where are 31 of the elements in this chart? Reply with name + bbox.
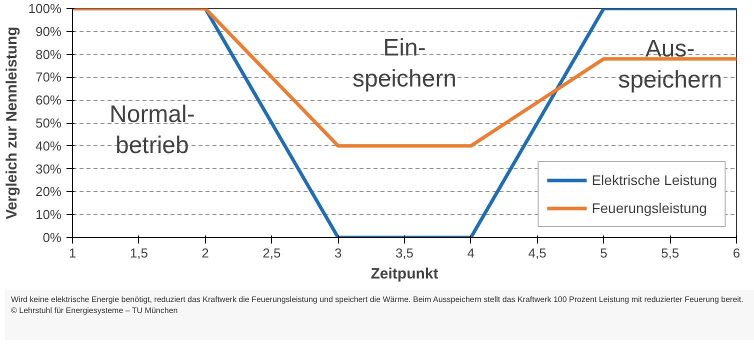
x-tick-label: 4,5 [528, 246, 546, 260]
y-tick-label: 80% [35, 46, 62, 62]
legend-label: Feuerungsleistung [592, 200, 707, 216]
x-tick-label: 4 [467, 246, 475, 260]
y-tick-label: 30% [35, 161, 62, 176]
x-tick-label: 1,5 [130, 246, 148, 260]
annotation: Normal- betrieb [110, 100, 195, 159]
y-tick-label: 70% [35, 70, 62, 85]
legend-label: Elektrische Leistung [592, 172, 717, 188]
y-axis-title: Vergleich zur Nennleistung [3, 26, 20, 220]
x-tick-label: 6 [732, 246, 740, 260]
x-tick-label: 3,5 [395, 246, 414, 260]
y-tick-label: 20% [35, 184, 62, 200]
text: © Lehrstuhl für Energiesysteme – TU München [11, 306, 178, 316]
x-tick-label: 2 [202, 246, 209, 260]
x-tick-label: 1 [68, 246, 76, 260]
text: Wird keine elektrische Energie benötigt, reduziert das Kraftwerk die Feuerungsleistung und speichert die Wärme. Beim Ausspeichern stellt das Kraftwerk 100 Prozent Leistung mit reduzierter Feuerung bereit. [11, 295, 744, 304]
x-tick-label: 5,5 [661, 246, 680, 260]
y-tick-label: 100% [28, 1, 62, 16]
y-tick-label: 60% [35, 92, 62, 108]
x-axis-title: Zeitpunkt [370, 266, 438, 282]
y-tick-label: 40% [35, 138, 62, 154]
y-tick-label: 90% [35, 24, 62, 39]
annotation: Aus- speichern [618, 36, 722, 94]
x-tick-label: 5 [600, 246, 608, 260]
y-tick-label: 10% [35, 207, 62, 222]
y-tick-label: 50% [35, 116, 62, 130]
y-tick-label: 0% [42, 230, 62, 245]
x-tick-label: 2,5 [262, 246, 281, 260]
annotation: Ein- speichern [352, 34, 457, 92]
x-tick-label: 3 [334, 246, 342, 260]
